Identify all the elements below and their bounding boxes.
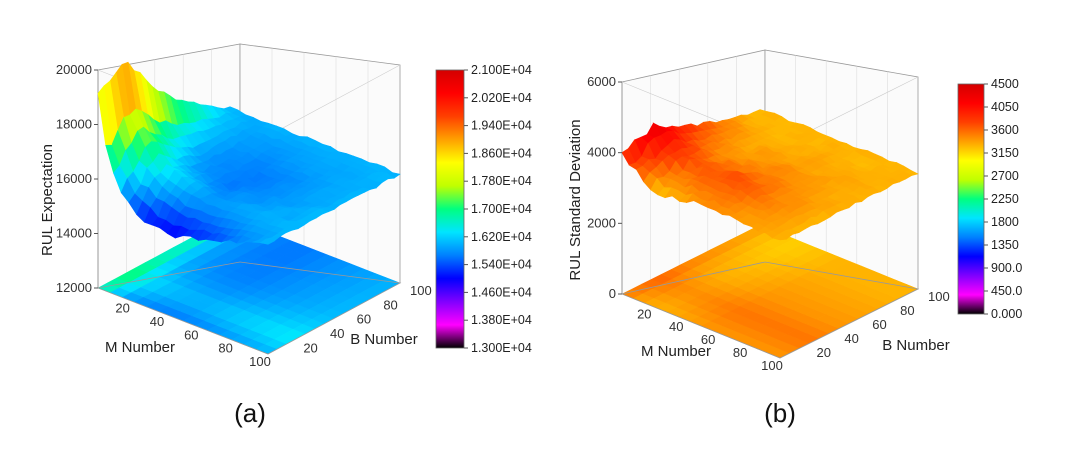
a-colorbar-label: 1.860E+04 bbox=[471, 146, 532, 160]
b-x-tick-label: 100 bbox=[761, 358, 783, 373]
panel-a-ylabel: B Number bbox=[350, 331, 418, 348]
panel-a-zlabel: RUL Expectation bbox=[39, 144, 56, 256]
panel-b-ticks: 0 2000 4000 6000 20 40 60 80 100 20 40 60 80 100 bbox=[587, 74, 950, 373]
b-colorbar-label: 3600 bbox=[991, 123, 1019, 137]
b-colorbar-label: 3150 bbox=[991, 146, 1019, 160]
a-colorbar-gradient bbox=[435, 69, 465, 349]
a-colorbar-label: 1.380E+04 bbox=[471, 313, 532, 327]
a-colorbar-label: 1.540E+04 bbox=[471, 258, 532, 272]
b-colorbar-label: 2700 bbox=[991, 169, 1019, 183]
a-y-tick-label: 100 bbox=[410, 283, 432, 298]
a-colorbar-label: 1.460E+04 bbox=[471, 285, 532, 299]
a-z-tick-label: 12000 bbox=[56, 280, 92, 295]
a-x-tick-label: 60 bbox=[184, 327, 198, 342]
b-x-tick-label: 20 bbox=[637, 306, 651, 321]
panel-a-ticks: 12000 14000 16000 18000 20000 20 40 60 80 100 20 40… bbox=[56, 62, 432, 369]
a-x-tick-label: 20 bbox=[115, 301, 129, 316]
a-colorbar-label: 1.300E+04 bbox=[471, 341, 532, 355]
b-x-tick-label: 60 bbox=[701, 332, 715, 347]
panel-a-label: (a) bbox=[234, 398, 266, 428]
panel-b-floor-projection bbox=[620, 224, 920, 359]
b-colorbar-label: 4500 bbox=[991, 77, 1019, 91]
b-surface-cell bbox=[772, 233, 788, 241]
a-x-tick-label: 80 bbox=[218, 341, 232, 356]
b-colorbar-gradient bbox=[957, 83, 985, 315]
panel-a-colorbar: 2.100E+04 2.020E+04 1.940E+04 1.860E+04 1.78… bbox=[435, 63, 532, 355]
a-colorbar-label: 1.940E+04 bbox=[471, 119, 532, 133]
a-y-tick-label: 40 bbox=[330, 326, 344, 341]
b-y-tick-label: 80 bbox=[900, 303, 914, 318]
a-y-tick-label: 60 bbox=[357, 312, 371, 327]
b-y-tick-label: 20 bbox=[816, 345, 830, 360]
a-x-tick-label: 100 bbox=[249, 354, 271, 369]
a-surface-cell bbox=[259, 238, 275, 245]
b-colorbar-label: 2250 bbox=[991, 192, 1019, 206]
a-z-tick-label: 14000 bbox=[56, 226, 92, 241]
a-colorbar-label: 1.620E+04 bbox=[471, 230, 532, 244]
b-z-tick-label: 0 bbox=[609, 286, 616, 301]
b-colorbar-label: 1800 bbox=[991, 215, 1019, 229]
b-x-tick-label: 40 bbox=[669, 319, 683, 334]
a-z-tick-label: 18000 bbox=[56, 117, 92, 132]
a-colorbar-label: 1.780E+04 bbox=[471, 174, 532, 188]
b-colorbar-label: 1350 bbox=[991, 238, 1019, 252]
b-colorbar-label: 0.000 bbox=[991, 307, 1022, 321]
panel-b-colorbar: 4500 4050 3600 3150 2700 2250 1800 1350 900.0 450… bbox=[957, 77, 1022, 321]
panel-a-floor-projection bbox=[96, 216, 402, 355]
b-colorbar-label: 900.0 bbox=[991, 261, 1022, 275]
a-y-tick-label: 20 bbox=[303, 340, 317, 355]
a-colorbar-label: 2.020E+04 bbox=[471, 91, 532, 105]
b-z-tick-label: 2000 bbox=[587, 215, 616, 230]
a-x-tick-label: 40 bbox=[150, 314, 164, 329]
panel-b-zlabel: RUL Standard Deviation bbox=[567, 119, 584, 280]
b-z-tick-label: 4000 bbox=[587, 145, 616, 160]
panel-a-chart: 12000 14000 16000 18000 20000 20 40 60 80 100 20 40… bbox=[39, 43, 532, 428]
panel-b-surface bbox=[621, 109, 919, 241]
panel-a-xlabel: M Number bbox=[105, 339, 175, 356]
b-y-tick-label: 60 bbox=[872, 317, 886, 332]
a-y-tick-label: 80 bbox=[383, 297, 397, 312]
a-floor-border bbox=[96, 261, 402, 355]
a-colorbar-label: 2.100E+04 bbox=[471, 63, 532, 77]
b-y-tick-label: 40 bbox=[844, 331, 858, 346]
b-z-tick-label: 6000 bbox=[587, 74, 616, 89]
panel-b-chart: 0 2000 4000 6000 20 40 60 80 100 20 40 60 80 100 RUL … bbox=[567, 49, 1022, 428]
panel-b-xlabel: M Number bbox=[641, 343, 711, 360]
b-floor-border bbox=[620, 261, 920, 359]
b-y-tick-label: 100 bbox=[928, 289, 950, 304]
b-colorbar-label: 4050 bbox=[991, 100, 1019, 114]
a-z-tick-label: 20000 bbox=[56, 62, 92, 77]
b-x-tick-label: 80 bbox=[733, 345, 747, 360]
panel-a-surface bbox=[97, 61, 401, 245]
a-colorbar-label: 1.700E+04 bbox=[471, 202, 532, 216]
panel-b-label: (b) bbox=[764, 398, 796, 428]
a-z-tick-label: 16000 bbox=[56, 171, 92, 186]
b-colorbar-label: 450.0 bbox=[991, 284, 1022, 298]
panel-b-ylabel: B Number bbox=[882, 337, 950, 354]
